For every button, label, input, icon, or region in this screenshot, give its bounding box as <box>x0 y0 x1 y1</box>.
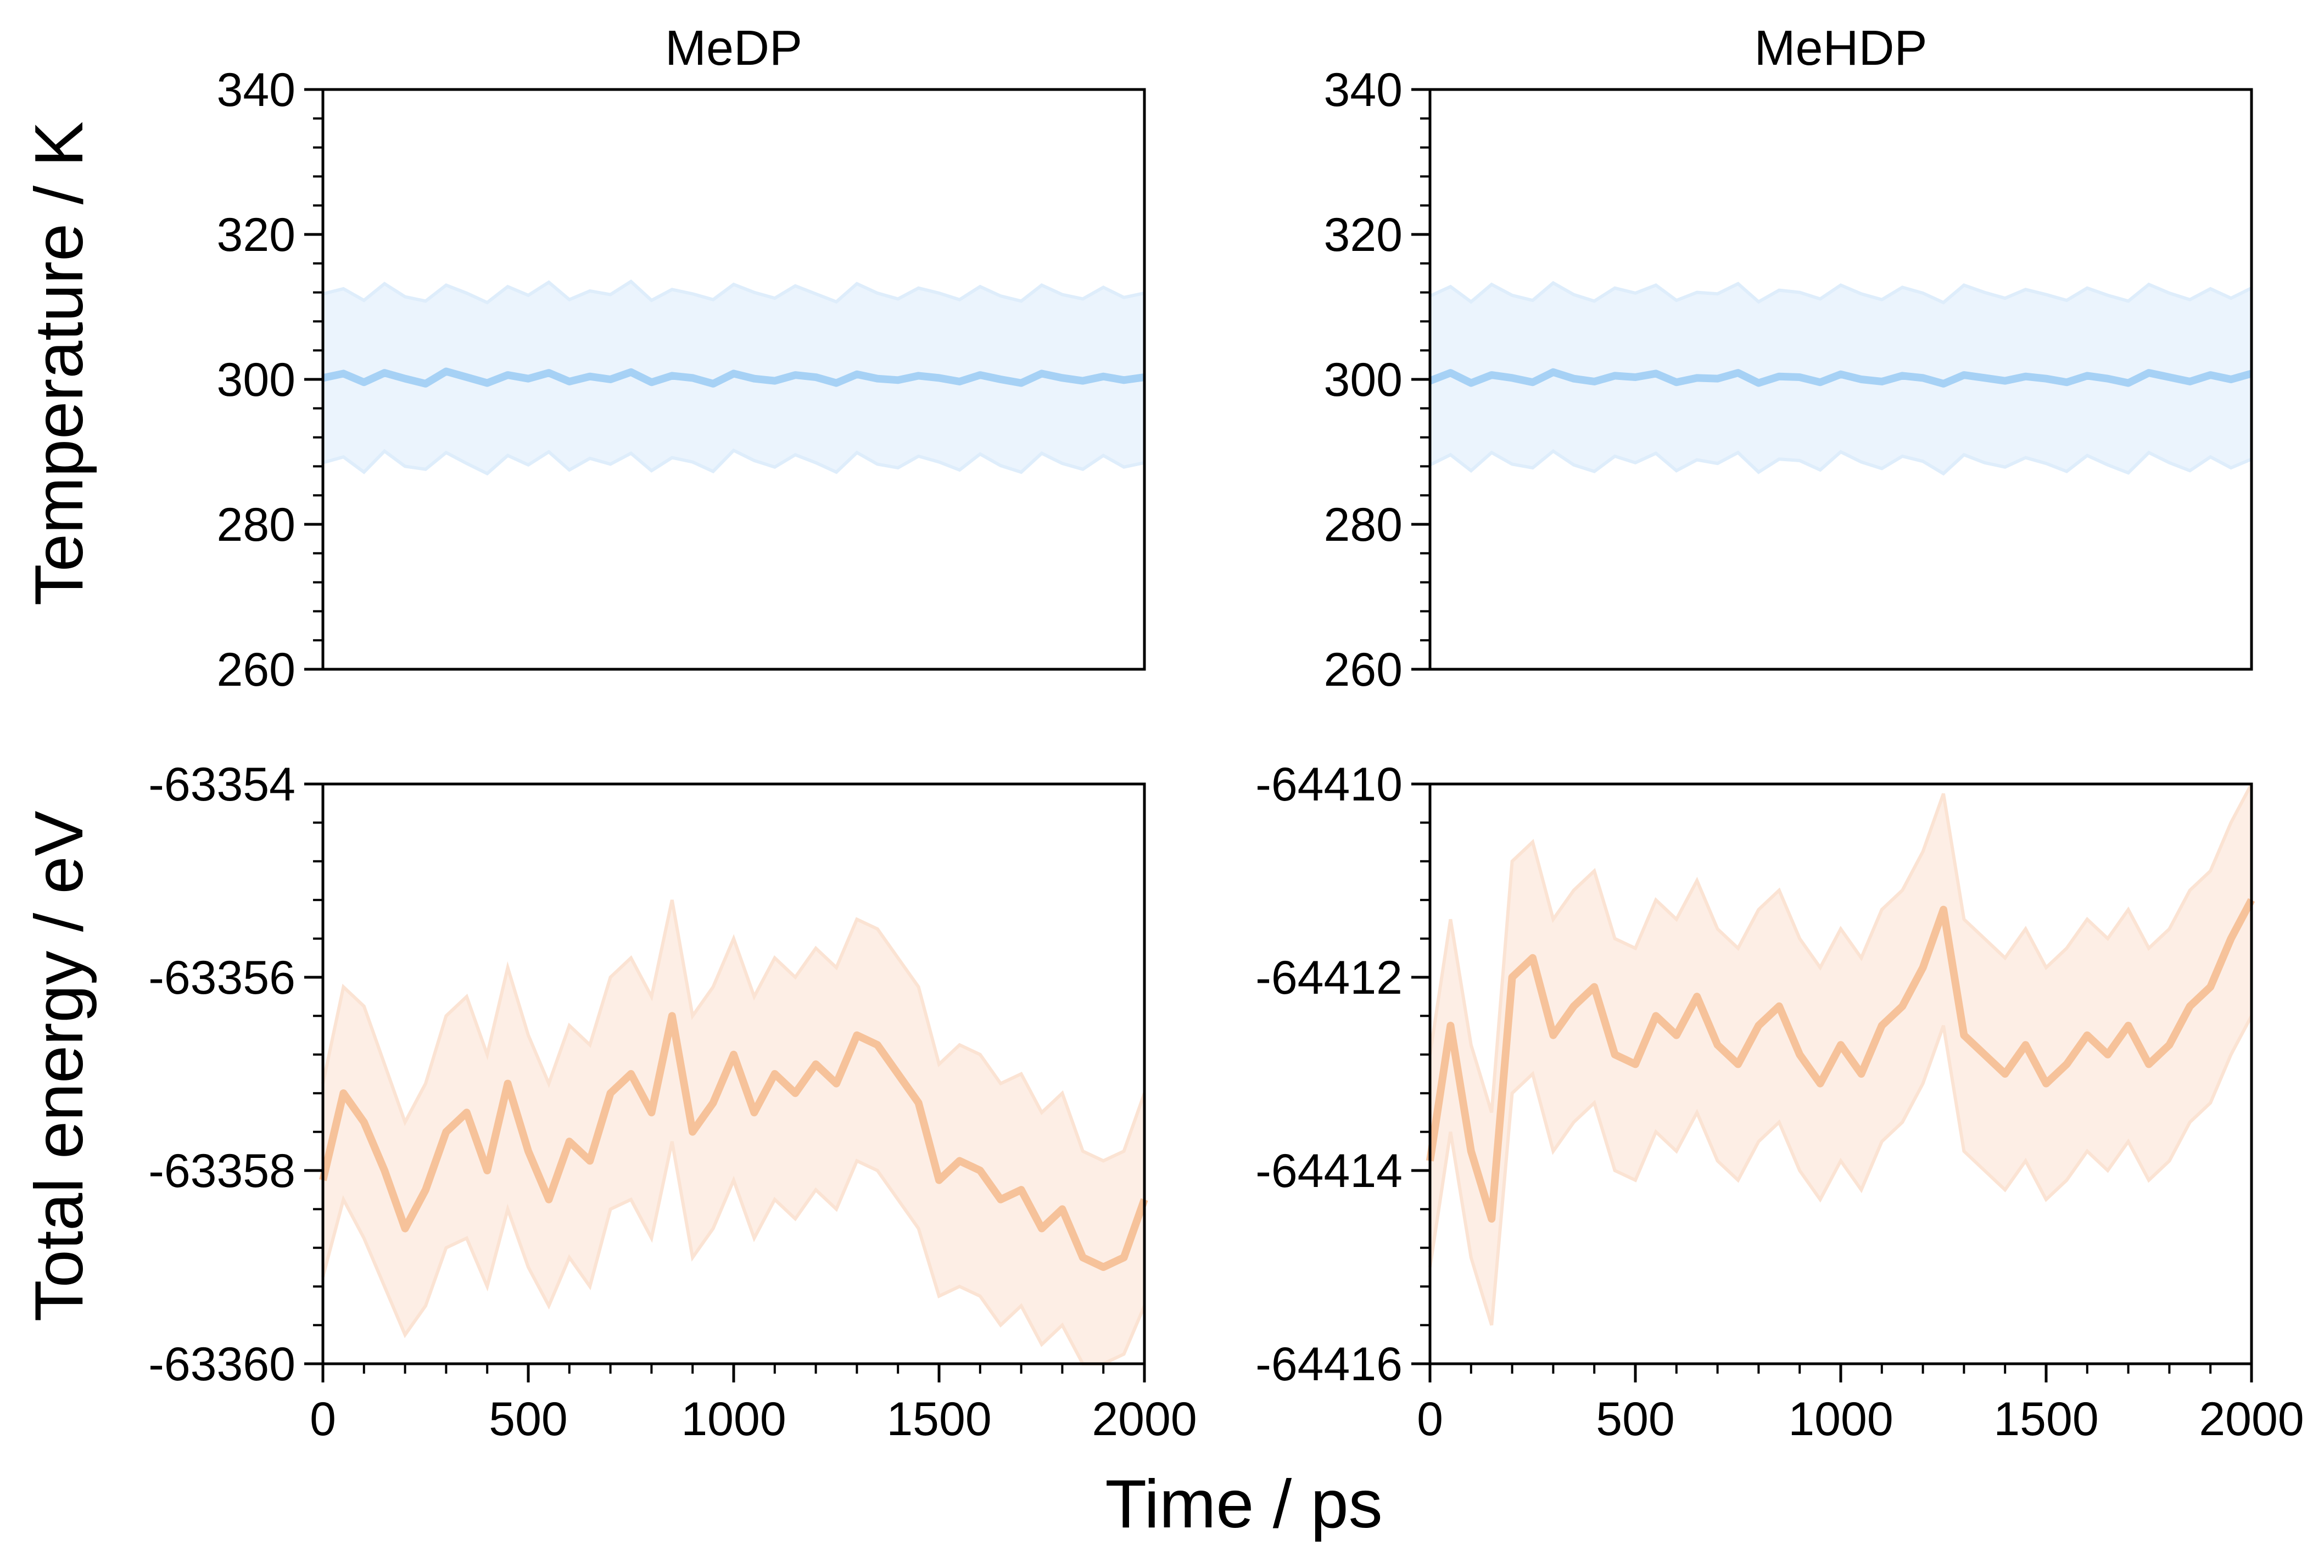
x-tick-label: 1500 <box>886 1393 991 1446</box>
band-upper-line <box>1428 783 2253 1113</box>
panel-title: MeDP <box>665 21 802 76</box>
y-tick-label: 300 <box>1324 354 1403 406</box>
panels: 260 280 300 320 340 MeDP 260 280 300 320 340 MeHDP -… <box>148 21 2304 1446</box>
y-tick-label: -63360 <box>148 1338 295 1391</box>
series-line <box>1428 368 2253 388</box>
band-upper-line <box>1429 281 2253 305</box>
y-tick-label: -64412 <box>1255 951 1403 1004</box>
y-tick-label: -64416 <box>1255 1338 1403 1391</box>
energy-ylabel: Total energy / eV <box>21 810 97 1321</box>
panel-energy-medp: -63360 -63358 -63356 -63354 0 500 1000 1500 2000 <box>148 758 1197 1446</box>
y-tick-label: 260 <box>217 643 296 696</box>
x-tick-label: 1000 <box>1788 1393 1893 1446</box>
band-lower-line <box>322 448 1145 476</box>
confidence-band <box>1430 784 2252 1325</box>
x-tick-label: 500 <box>1596 1393 1675 1446</box>
panel-temp-mehdp: 260 280 300 320 340 MeHDP <box>1324 21 2253 696</box>
band-upper-line <box>321 899 1146 1163</box>
band-upper-line <box>322 279 1145 305</box>
band-lower-line <box>1428 1015 2253 1326</box>
y-tick-label: 320 <box>1324 209 1403 261</box>
x-tick-label: 0 <box>310 1393 336 1446</box>
y-tick-label: 300 <box>217 354 296 406</box>
temperature-ylabel: Temperature / K <box>21 121 97 606</box>
series-line <box>322 367 1145 388</box>
y-tick-label: 280 <box>217 499 296 551</box>
series-line <box>319 1012 1148 1271</box>
band-lower-line <box>321 1141 1146 1365</box>
confidence-band <box>323 900 1144 1364</box>
panel-title: MeHDP <box>1754 21 1927 76</box>
y-tick-label: 260 <box>1324 643 1403 696</box>
x-tick-label: 500 <box>489 1393 568 1446</box>
panel-energy-mehdp: -64416 -64414 -64412 -64410 0 500 1000 1500 2000 <box>1255 758 2304 1446</box>
x-tick-label: 2000 <box>1092 1393 1197 1446</box>
panel-temp-medp: 260 280 300 320 340 MeDP <box>217 21 1146 696</box>
y-tick-label: -64414 <box>1255 1145 1403 1197</box>
y-tick-label: -63356 <box>148 951 295 1004</box>
y-tick-label: -63358 <box>148 1145 295 1197</box>
y-tick-label: -64410 <box>1255 758 1403 811</box>
series-line <box>1426 898 2255 1223</box>
y-tick-label: 320 <box>217 209 296 261</box>
x-tick-label: 2000 <box>2199 1393 2304 1446</box>
x-tick-label: 1000 <box>681 1393 786 1446</box>
x-tick-label: 0 <box>1417 1393 1443 1446</box>
x-tick-label: 1500 <box>1993 1393 2098 1446</box>
band-lower-line <box>1429 449 2253 476</box>
y-tick-label: -63354 <box>148 758 295 811</box>
x-axis-label: Time / ps <box>1105 1466 1382 1542</box>
y-tick-label: 340 <box>1324 64 1403 116</box>
y-tick-label: 340 <box>217 64 296 116</box>
y-tick-label: 280 <box>1324 499 1403 551</box>
